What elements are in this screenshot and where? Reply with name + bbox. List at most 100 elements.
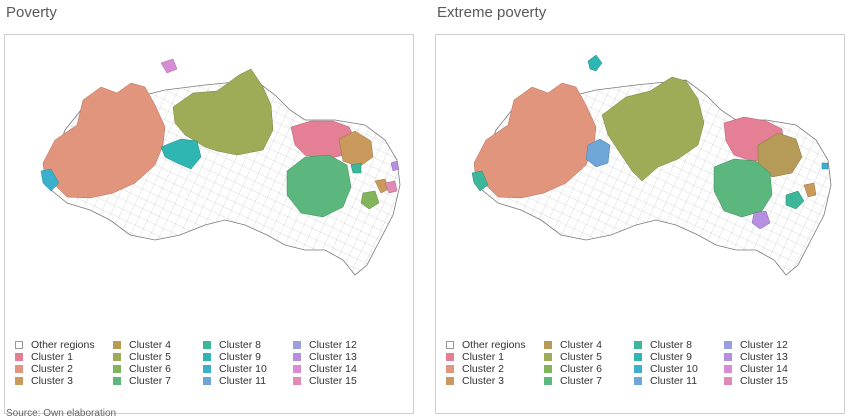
legend-item-cluster-9: Cluster 9 [634,351,724,363]
region-cluster-10 [821,162,829,170]
legend-swatch [203,341,211,349]
region-cluster-15 [384,180,398,194]
legend-label: Cluster 6 [129,363,172,375]
region-cluster-6 [360,190,380,210]
region-cluster-13 [751,210,771,230]
region-cluster-10-west [40,168,60,192]
legend-item-other-regions: Other regions [15,339,113,351]
region-cluster-8 [785,190,805,210]
legend-swatch [544,353,552,361]
region-cluster-7 [713,158,773,218]
legend-label: Cluster 10 [219,363,267,375]
region-cluster-3 [803,182,817,198]
legend-label: Cluster 3 [31,375,74,387]
legend-item-cluster-8: Cluster 8 [203,339,293,351]
legend-label: Cluster 10 [650,363,698,375]
source-note: Source: Own elaboration [6,408,117,419]
legend-swatch [15,341,23,349]
panel-title-extreme-poverty: Extreme poverty [437,4,547,21]
legend-item-cluster-3: Cluster 3 [446,375,544,387]
legend-item-cluster-15: Cluster 15 [293,375,383,387]
legend-swatch [634,353,642,361]
legend-item-cluster-2: Cluster 2 [15,363,113,375]
legend-swatch [15,377,23,385]
legend-poverty: Other regions Cluster 1 Cluster 2 Cluste… [15,339,383,387]
region-cluster-14 [160,58,178,74]
legend-label: Cluster 8 [650,339,693,351]
legend-label: Cluster 11 [219,375,267,387]
legend-swatch [15,365,23,373]
legend-swatch [446,341,454,349]
legend-item-cluster-10: Cluster 10 [203,363,293,375]
legend-label: Cluster 14 [309,363,357,375]
legend-label: Cluster 13 [309,351,357,363]
legend-extreme-poverty: Other regions Cluster 1 Cluster 2 Cluste… [446,339,814,387]
legend-item-cluster-7: Cluster 7 [113,375,203,387]
legend-swatch [113,341,121,349]
legend-swatch [724,353,732,361]
legend-swatch [293,341,301,349]
legend-label: Cluster 4 [560,339,603,351]
legend-label: Cluster 4 [129,339,172,351]
legend-item-cluster-6: Cluster 6 [113,363,203,375]
legend-swatch [15,353,23,361]
region-cluster-9 [587,54,603,72]
legend-swatch [724,365,732,373]
legend-swatch [544,365,552,373]
extreme-poverty-cluster-map [471,54,832,276]
legend-item-cluster-11: Cluster 11 [634,375,724,387]
region-cluster-10-central [160,138,202,170]
legend-swatch [544,377,552,385]
region-cluster-4 [338,130,374,168]
map-panel-extreme-poverty: Other regions Cluster 1 Cluster 2 Cluste… [435,34,845,414]
region-cluster-5 [601,76,705,182]
legend-label: Cluster 2 [462,363,505,375]
legend-item-cluster-12: Cluster 12 [293,339,383,351]
legend-item-cluster-14: Cluster 14 [293,363,383,375]
legend-label: Cluster 1 [31,351,74,363]
legend-item-cluster-1: Cluster 1 [446,351,544,363]
legend-label: Cluster 12 [309,339,357,351]
legend-item-cluster-5: Cluster 5 [113,351,203,363]
legend-label: Cluster 14 [740,363,788,375]
legend-item-cluster-7: Cluster 7 [544,375,634,387]
panel-title-poverty: Poverty [6,4,57,21]
legend-swatch [634,377,642,385]
legend-item-cluster-5: Cluster 5 [544,351,634,363]
region-cluster-11 [585,138,611,168]
legend-item-other-regions: Other regions [446,339,544,351]
legend-label: Cluster 5 [560,351,603,363]
legend-item-cluster-10: Cluster 10 [634,363,724,375]
legend-item-cluster-14: Cluster 14 [724,363,814,375]
legend-swatch [203,353,211,361]
legend-item-cluster-9: Cluster 9 [203,351,293,363]
legend-label: Cluster 1 [462,351,505,363]
legend-swatch [293,365,301,373]
legend-item-cluster-4: Cluster 4 [544,339,634,351]
legend-label: Cluster 6 [560,363,603,375]
legend-label: Cluster 9 [650,351,693,363]
region-cluster-8-west [471,170,489,192]
region-cluster-13 [390,160,400,172]
legend-label: Cluster 7 [129,375,172,387]
legend-swatch [724,377,732,385]
legend-swatch [446,377,454,385]
legend-label: Cluster 2 [31,363,74,375]
region-cluster-7 [286,154,352,218]
legend-swatch [113,365,121,373]
legend-swatch [293,377,301,385]
legend-label: Cluster 15 [740,375,788,387]
legend-item-cluster-6: Cluster 6 [544,363,634,375]
region-cluster-5 [172,68,274,156]
legend-label: Cluster 8 [219,339,262,351]
legend-item-cluster-12: Cluster 12 [724,339,814,351]
legend-item-cluster-4: Cluster 4 [113,339,203,351]
legend-item-cluster-13: Cluster 13 [724,351,814,363]
legend-item-cluster-13: Cluster 13 [293,351,383,363]
poverty-cluster-map [40,58,401,276]
region-cluster-2 [473,82,597,199]
legend-item-cluster-3: Cluster 3 [15,375,113,387]
legend-swatch [724,341,732,349]
region-cluster-2 [42,82,166,199]
legend-swatch [446,365,454,373]
